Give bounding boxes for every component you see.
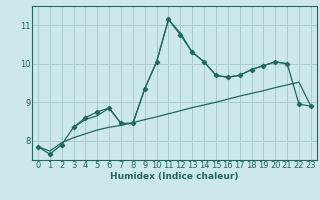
X-axis label: Humidex (Indice chaleur): Humidex (Indice chaleur) bbox=[110, 172, 239, 181]
